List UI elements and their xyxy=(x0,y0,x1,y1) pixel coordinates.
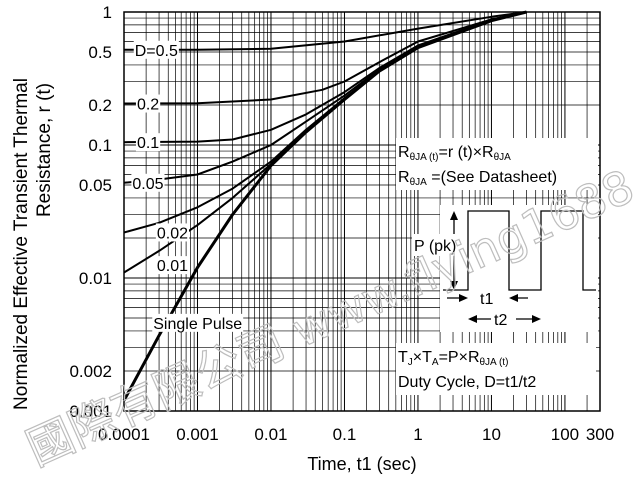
pulse-diagram-background xyxy=(440,205,598,332)
x-tick-label: 0.1 xyxy=(333,425,357,444)
curve-label-0-01: 0.01 xyxy=(157,258,188,275)
curve-0-2 xyxy=(123,11,527,105)
x-tick-label: 10 xyxy=(482,425,501,444)
curve-label-0-1: 0.1 xyxy=(137,135,159,152)
x-tick-label: 0.01 xyxy=(254,425,287,444)
curve-label-background xyxy=(131,173,165,192)
y-tick-label: 0.5 xyxy=(88,43,112,62)
plot-frame xyxy=(123,11,601,412)
formula-line-3: TJ×TA=P×RθJA (t) xyxy=(398,349,508,368)
ppk-label-background xyxy=(412,234,462,256)
x-axis-title: Time, t1 (sec) xyxy=(307,454,416,474)
curve-d-0-5 xyxy=(124,11,527,51)
pulse-waveform xyxy=(443,210,596,291)
ppk-label: P (pk) xyxy=(414,238,456,255)
y-tick-label: 0.1 xyxy=(88,136,112,155)
curve-label-0-2: 0.2 xyxy=(137,97,159,114)
curve-label-background xyxy=(133,40,179,59)
curve-single-pulse xyxy=(122,10,527,402)
curve-label-background xyxy=(135,94,161,113)
t2-arrow-head-right xyxy=(532,315,541,323)
y-tick-label: 0.001 xyxy=(69,402,112,421)
duty-cycle-box xyxy=(396,343,596,395)
x-tick-label: 0.001 xyxy=(176,425,219,444)
y-axis-title-line1: Normalized Effective Transient Thermal xyxy=(11,78,32,410)
formula-box xyxy=(396,138,598,190)
y-tick-label: 0.2 xyxy=(88,96,112,115)
formula-line-2: RθJA =(See Datasheet) xyxy=(398,169,557,188)
duty-cycle-text: Duty Cycle, D=t1/t2 xyxy=(398,374,536,391)
curve-label-d-0-5: D=0.5 xyxy=(135,43,178,60)
ppk-arrow-head-top xyxy=(450,211,458,220)
t1-arrow-head-left xyxy=(459,294,468,302)
x-tick-label: 1 xyxy=(413,425,422,444)
curve-label-background xyxy=(152,313,244,332)
curve-label-background xyxy=(155,256,190,275)
y-tick-label: 0.01 xyxy=(79,269,112,288)
y-tick-label: 0.05 xyxy=(79,176,112,195)
x-tick-label: 300 xyxy=(586,425,614,444)
t1-label: t1 xyxy=(480,291,493,308)
formula-line-1: RθJA (t)=r (t)×RθJA xyxy=(398,144,511,163)
x-tick-label: 100 xyxy=(551,425,579,444)
y-tick-label: 0.002 xyxy=(69,362,112,381)
x-tick-labels: 0.0001 0.001 0.01 0.1 1 10 100 300 xyxy=(98,425,614,444)
curve-label-background xyxy=(135,133,161,152)
pulse-diagram: P (pk) t1 t2 xyxy=(412,205,598,332)
curve-labels: D=0.5 0.2 0.1 0.05 0.02 0.01 Single Pulse xyxy=(131,40,244,333)
t1-arrow-head-right xyxy=(509,294,518,302)
y-tick-labels: 1 0.5 0.2 0.1 0.05 0.01 0.002 0.001 xyxy=(69,3,112,421)
ppk-arrow-head-bottom xyxy=(450,281,458,290)
curve-0-02 xyxy=(123,11,527,234)
curves xyxy=(122,10,527,402)
y-tick-label: 1 xyxy=(103,3,112,22)
t2-label: t2 xyxy=(494,312,507,329)
x-tick-label: 0.0001 xyxy=(98,425,150,444)
t2-arrow-head-left xyxy=(468,315,477,323)
curve-label-0-05: 0.05 xyxy=(132,176,163,193)
y-axis-title-line2: Resistance, r (t) xyxy=(34,83,55,217)
curve-label-single-pulse: Single Pulse xyxy=(153,316,242,333)
curve-label-background xyxy=(155,223,190,242)
curve-label-0-02: 0.02 xyxy=(157,225,188,242)
